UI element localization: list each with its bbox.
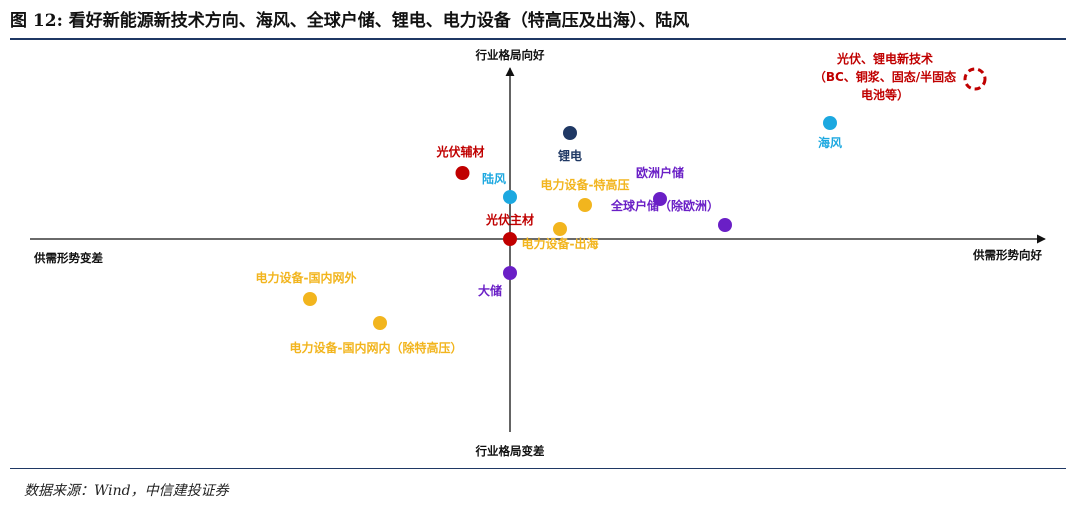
y-axis-top-label: 行业格局向好 [475, 48, 545, 62]
source-note: 数据来源：Wind，中信建投证券 [24, 483, 229, 499]
x-axis-right-label: 供需形势向好 [972, 248, 1042, 262]
point-label: 大储 [478, 283, 502, 298]
point-label: 电力设备-出海 [522, 236, 599, 251]
scatter-point [718, 218, 732, 232]
point-label: 光伏辅材 [435, 144, 484, 159]
bottom-rule [10, 468, 1066, 469]
scatter-point [578, 198, 592, 212]
point-label: 欧洲户储 [636, 165, 684, 180]
point-label: （BC、铜浆、固态/半固态 [814, 69, 956, 84]
scatter-point [503, 266, 517, 280]
point-label: 海风 [818, 135, 842, 150]
scatter-point [963, 67, 987, 91]
point-label: 电力设备-国内网外 [256, 270, 357, 285]
point-label: 光伏、锂电新技术 [836, 51, 933, 66]
x-axis-left-label: 供需形势变差 [33, 251, 103, 265]
figure-title: 图 12: 看好新能源新技术方向、海风、全球户储、锂电、电力设备（特高压及出海）… [10, 11, 690, 31]
point-label: 光伏主材 [485, 212, 534, 227]
scatter-point [373, 316, 387, 330]
scatter-point [503, 232, 517, 246]
point-label: 锂电 [558, 148, 582, 163]
scatter-point [823, 116, 837, 130]
point-label: 电池等） [861, 87, 909, 102]
point-label: 电力设备-国内网内（除特高压） [290, 340, 463, 355]
scatter-point [455, 166, 470, 180]
scatter-point [653, 192, 667, 206]
point-label: 电力设备-特高压 [541, 177, 630, 192]
scatter-point [303, 292, 317, 306]
scatter-point [503, 190, 517, 204]
y-axis-bottom-label: 行业格局变差 [475, 444, 545, 458]
scatter-point [563, 126, 577, 140]
point-label: 全球户储（除欧洲） [610, 198, 719, 213]
scatter-point [553, 222, 567, 236]
point-label: 陆风 [482, 171, 506, 186]
top-rule [10, 38, 1066, 40]
